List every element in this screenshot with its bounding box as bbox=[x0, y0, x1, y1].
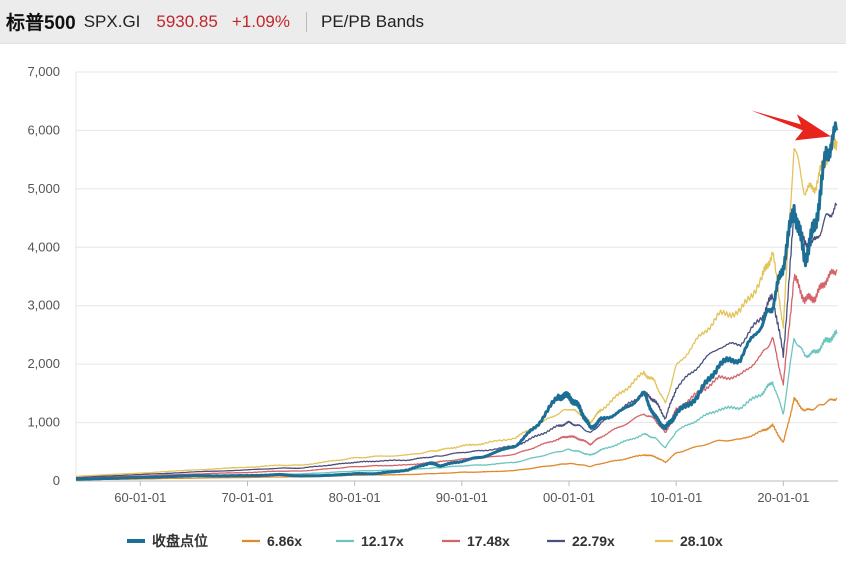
series-line-6.86x bbox=[76, 396, 838, 481]
series-line-12.17x bbox=[75, 329, 838, 480]
index-price: 5930.85 bbox=[156, 11, 218, 31]
x-tick-label: 20-01-01 bbox=[757, 490, 809, 505]
x-tick-label: 10-01-01 bbox=[650, 490, 702, 505]
y-tick-label: 2,000 bbox=[27, 356, 60, 371]
legend-label: 6.86x bbox=[267, 533, 302, 549]
index-name: 标普500 bbox=[6, 13, 76, 34]
legend-label: 12.17x bbox=[361, 533, 404, 549]
legend-item: 6.86x bbox=[242, 533, 302, 549]
x-tick-label: 00-01-01 bbox=[543, 490, 595, 505]
legend-label: 22.79x bbox=[572, 533, 615, 549]
legend-item: 28.10x bbox=[655, 533, 723, 549]
index-code: SPX.GI bbox=[83, 11, 141, 31]
legend-label: 17.48x bbox=[467, 533, 510, 549]
legend-label: 28.10x bbox=[680, 533, 723, 549]
chart-title: PE/PB Bands bbox=[320, 11, 424, 31]
annotation-arrow bbox=[750, 110, 831, 141]
y-tick-label: 1,000 bbox=[27, 415, 60, 430]
series-line-22.79x bbox=[75, 202, 838, 478]
quote-header: 标普500 SPX.GI 5930.85 +1.09% PE/PB Bands bbox=[0, 0, 846, 44]
pe-band-chart: 0 1,000 2,000 3,000 4,000 5,000 6,000 7,000 60-0… bbox=[27, 64, 839, 549]
y-tick-label: 7,000 bbox=[27, 64, 60, 79]
y-tick-label: 0 bbox=[53, 473, 60, 488]
x-tick-label: 70-01-01 bbox=[221, 490, 273, 505]
legend-item: 17.48x bbox=[442, 533, 510, 549]
y-tick-label: 6,000 bbox=[27, 122, 60, 137]
series-line-28.10x bbox=[75, 136, 838, 478]
y-tick-label: 3,000 bbox=[27, 298, 60, 313]
index-change: +1.09% bbox=[231, 11, 290, 31]
series-line-close bbox=[76, 121, 839, 481]
x-tick-label: 60-01-01 bbox=[114, 490, 166, 505]
header-divider bbox=[305, 11, 307, 32]
series-line-17.48x bbox=[75, 268, 838, 479]
y-tick-label: 5,000 bbox=[27, 181, 60, 196]
legend-label: 收盘点位 bbox=[152, 533, 208, 549]
legend-item: 12.17x bbox=[336, 533, 404, 549]
x-tick-label: 90-01-01 bbox=[436, 490, 488, 505]
legend-item: 收盘点位 bbox=[127, 533, 208, 549]
y-tick-label: 4,000 bbox=[27, 239, 60, 254]
x-tick-label: 80-01-01 bbox=[329, 490, 381, 505]
legend-item: 22.79x bbox=[547, 533, 615, 549]
